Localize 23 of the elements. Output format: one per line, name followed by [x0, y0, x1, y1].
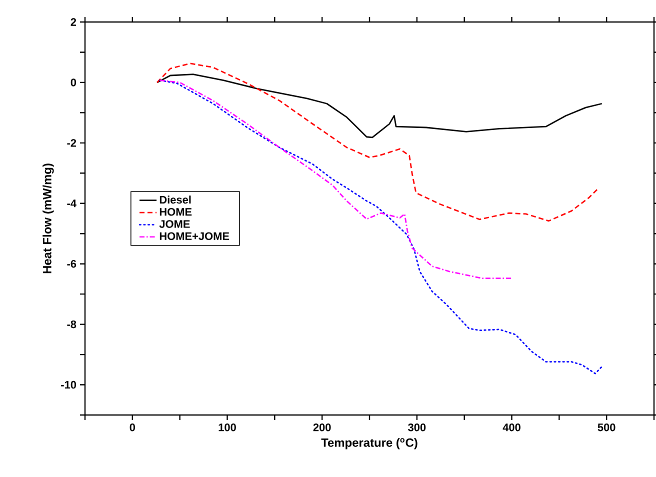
legend-label: Diesel: [160, 196, 191, 204]
y-tick-label: -6: [67, 260, 76, 268]
x-tick-label: 400: [502, 424, 520, 432]
x-axis-title: Temperature ($^{o}$C): [321, 438, 418, 450]
x-tick-label: 200: [313, 424, 331, 432]
y-tick-label: 2: [70, 18, 76, 26]
line-series: [156, 62, 600, 222]
y-axis-title: Heat Flow (mW/mg): [42, 164, 54, 274]
line-series: [159, 80, 512, 280]
y-tick-label: 0: [70, 78, 76, 86]
line-series: [156, 74, 603, 138]
y-tick-label: -8: [67, 320, 76, 328]
y-tick-label: -10: [61, 380, 76, 389]
legend-label: HOME: [160, 208, 192, 216]
legend-label: JOME: [159, 220, 190, 228]
x-tick-label: 300: [408, 424, 426, 432]
x-tick-label: 0: [130, 424, 136, 432]
y-tick-label: -4: [67, 200, 76, 208]
x-tick-label: 500: [598, 424, 616, 432]
y-tick-label: -2: [67, 139, 76, 147]
x-tick-label: 100: [218, 424, 236, 432]
line-series: [159, 80, 603, 374]
legend-label: HOME+JOME: [160, 232, 230, 240]
